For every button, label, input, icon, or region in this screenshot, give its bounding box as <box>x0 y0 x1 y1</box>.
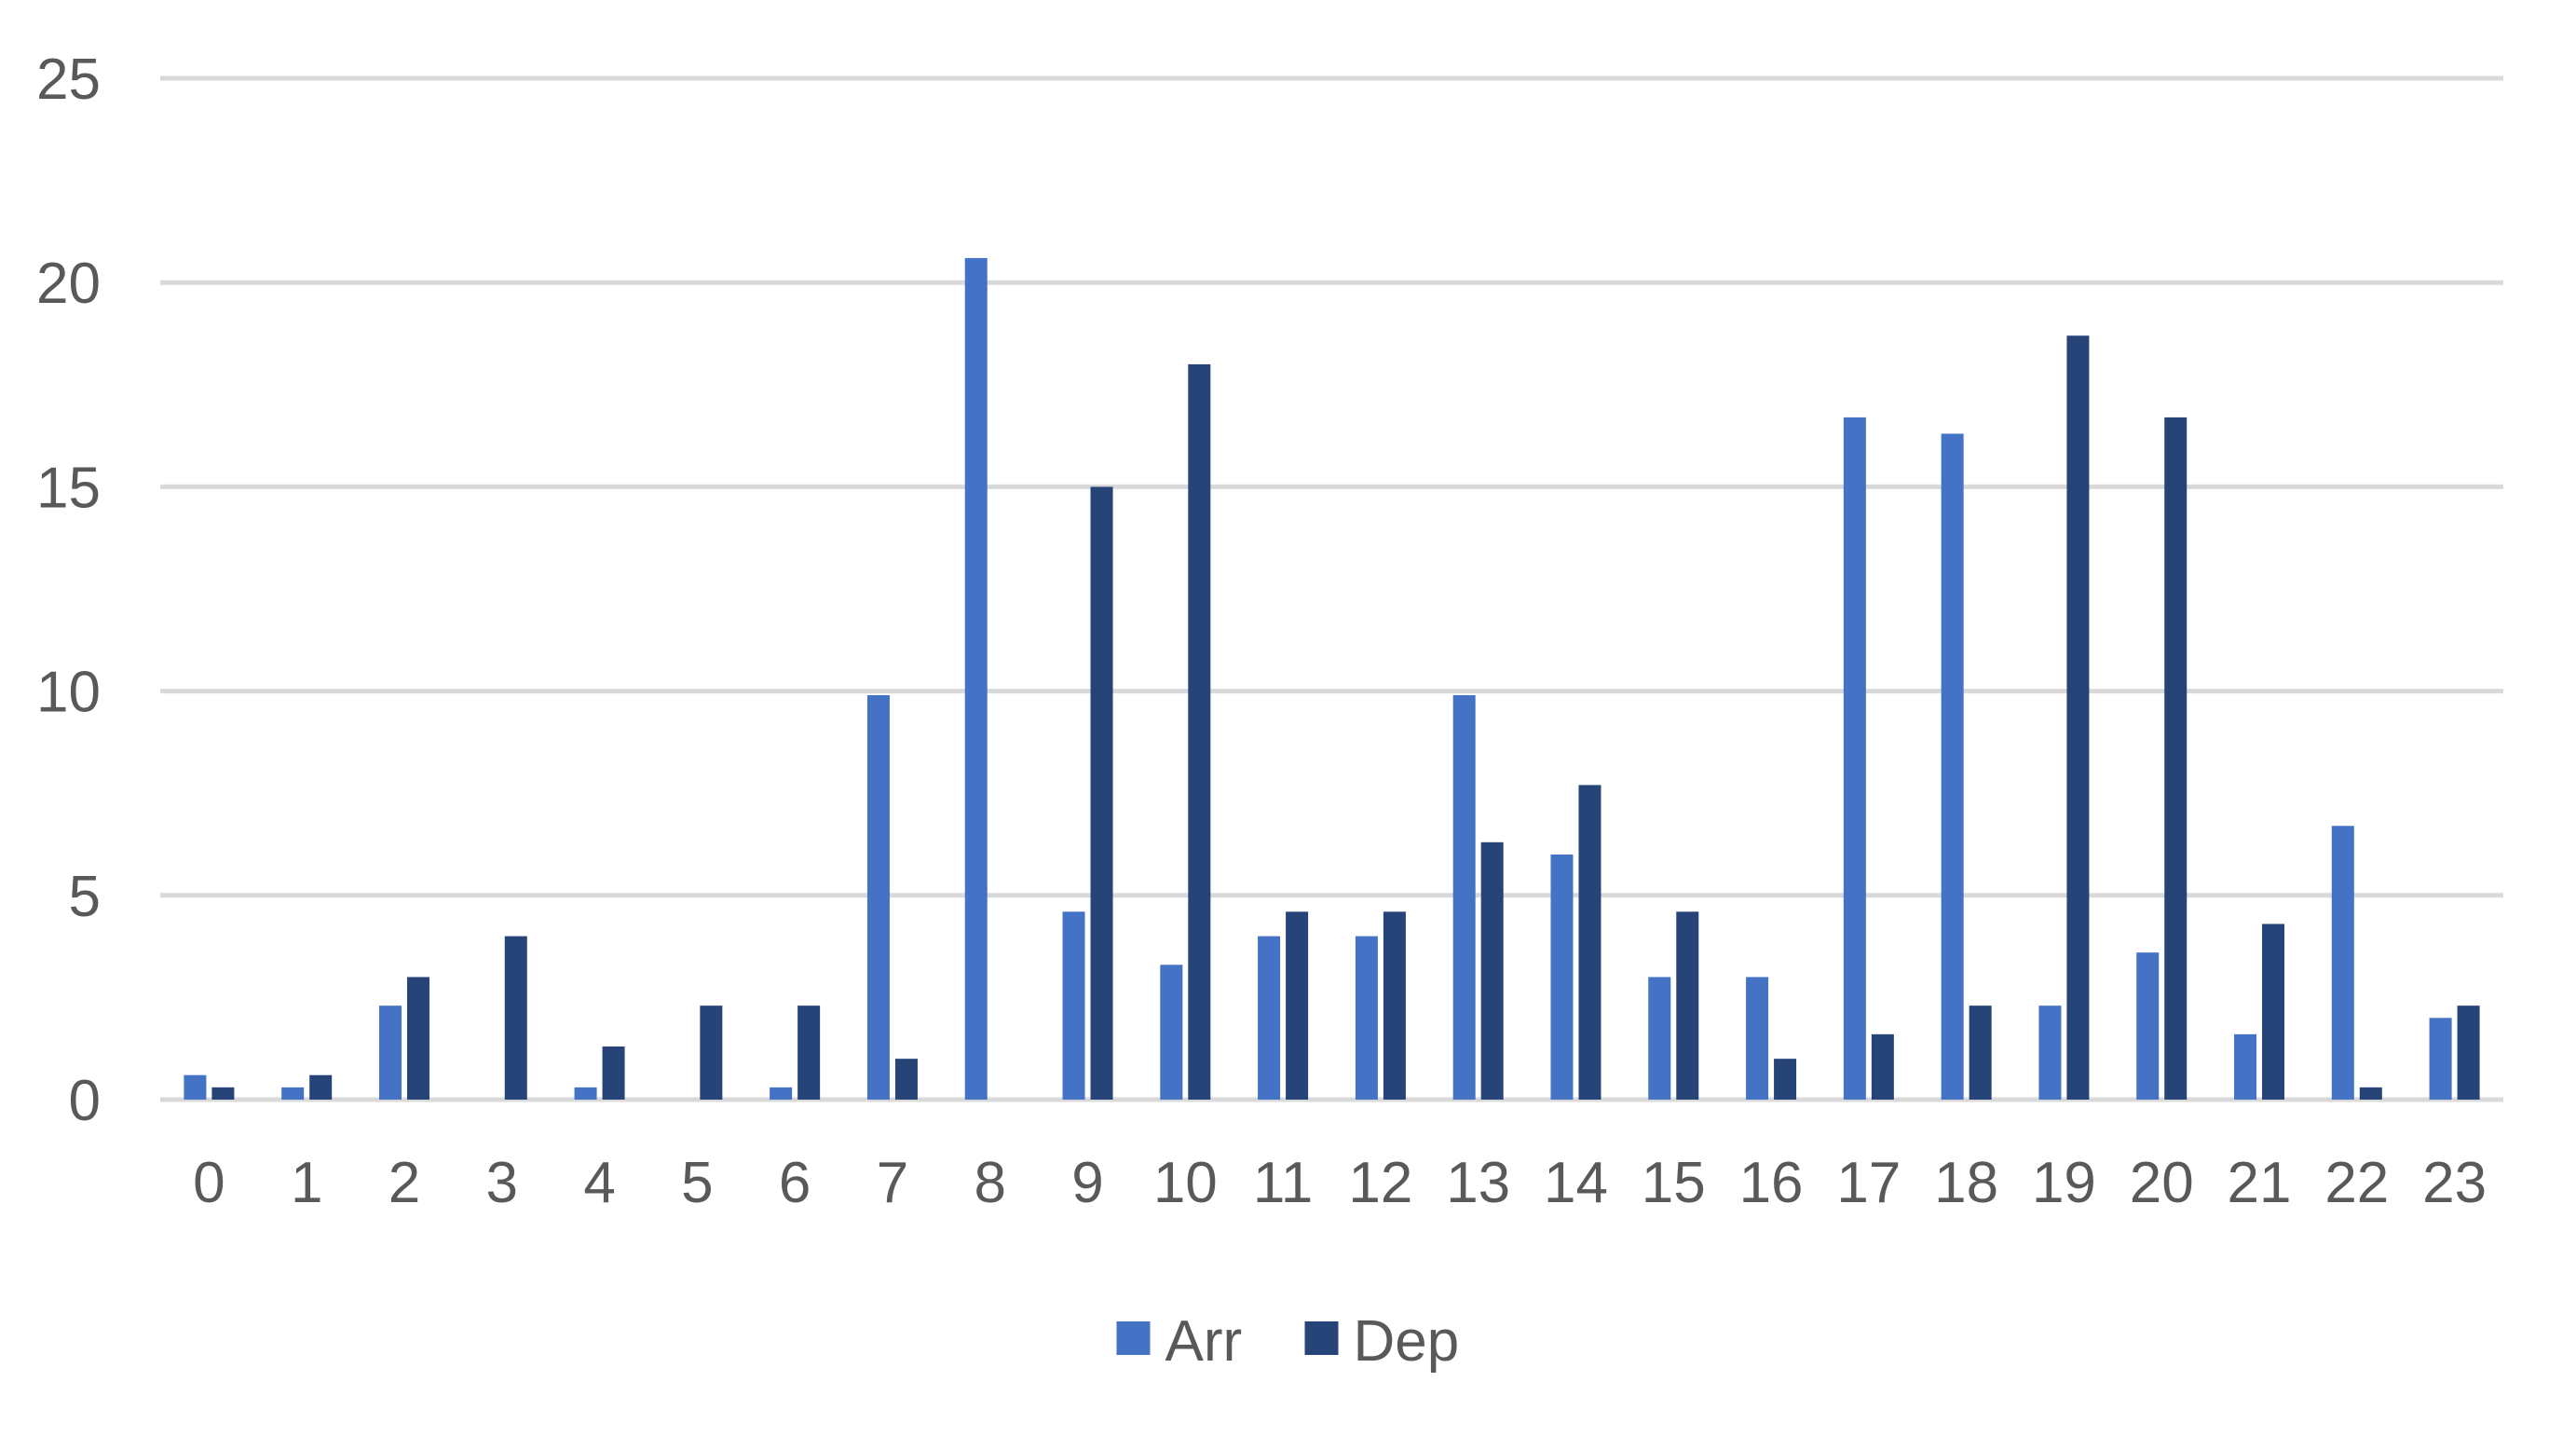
bar-dep-13 <box>1480 841 1504 1100</box>
bar-dep-10 <box>1188 363 1211 1100</box>
bar-arr-16 <box>1746 977 1769 1100</box>
bar-dep-18 <box>1969 1005 1992 1100</box>
y-tick-label: 15 <box>36 456 101 520</box>
bar-arr-12 <box>1355 936 1378 1100</box>
bar-dep-23 <box>2457 1005 2480 1100</box>
bar-dep-12 <box>1383 911 1406 1100</box>
y-tick-label: 10 <box>36 661 101 725</box>
bar-arr-20 <box>2136 952 2160 1100</box>
bar-arr-14 <box>1550 854 1574 1100</box>
bar-dep-7 <box>894 1059 918 1100</box>
x-tick-label: 3 <box>486 1151 518 1215</box>
bar-arr-18 <box>1941 433 1964 1101</box>
bar-arr-13 <box>1452 694 1476 1100</box>
x-tick-label: 0 <box>193 1151 225 1215</box>
x-tick-label: 14 <box>1544 1151 1608 1215</box>
x-tick-label: 1 <box>291 1151 322 1215</box>
bars <box>184 257 2480 1101</box>
bar-dep-5 <box>700 1005 723 1100</box>
legend-swatch-arr <box>1116 1321 1151 1355</box>
y-tick-label: 0 <box>69 1069 101 1133</box>
bar-arr-15 <box>1648 977 1671 1100</box>
bar-arr-19 <box>2038 1005 2062 1100</box>
x-tick-label: 19 <box>2032 1151 2096 1215</box>
legend-swatch-dep <box>1304 1321 1339 1355</box>
bar-dep-17 <box>1871 1033 1894 1100</box>
x-tick-label: 8 <box>974 1151 1005 1215</box>
x-tick-label: 17 <box>1836 1151 1901 1215</box>
bar-dep-0 <box>211 1087 235 1100</box>
bar-arr-21 <box>2234 1033 2257 1100</box>
legend-item-dep: Dep <box>1304 1309 1460 1374</box>
x-tick-label: 9 <box>1071 1151 1103 1215</box>
bar-arr-23 <box>2429 1018 2452 1100</box>
bar-dep-20 <box>2164 417 2188 1100</box>
x-tick-label: 7 <box>877 1151 908 1215</box>
x-tick-label: 10 <box>1153 1151 1218 1215</box>
legend-item-arr: Arr <box>1116 1309 1243 1374</box>
bar-arr-2 <box>378 1005 402 1100</box>
bar-dep-11 <box>1286 911 1309 1100</box>
bar-arr-6 <box>770 1087 793 1100</box>
bar-dep-6 <box>797 1005 821 1100</box>
y-tick-label: 25 <box>36 48 101 112</box>
x-axis-tick-labels: 0 1 2 3 4 5 6 7 8 9 10 11 12 13 14 15 16 17 18 19 20 21 22 23 <box>193 1151 2487 1215</box>
bar-dep-15 <box>1676 911 1699 1100</box>
x-tick-label: 16 <box>1739 1151 1804 1215</box>
x-tick-label: 20 <box>2130 1151 2194 1215</box>
bar-arr-10 <box>1160 964 1183 1100</box>
x-tick-label: 15 <box>1642 1151 1706 1215</box>
legend-label-dep: Dep <box>1354 1309 1460 1374</box>
x-tick-label: 13 <box>1446 1151 1510 1215</box>
x-tick-label: 21 <box>2228 1151 2292 1215</box>
bar-arr-7 <box>866 694 890 1100</box>
legend: Arr Dep <box>1116 1309 1460 1374</box>
x-tick-label: 5 <box>681 1151 713 1215</box>
bar-dep-1 <box>309 1074 333 1100</box>
x-tick-label: 18 <box>1934 1151 1998 1215</box>
bar-dep-16 <box>1774 1059 1797 1100</box>
bar-dep-4 <box>602 1046 625 1100</box>
bar-dep-21 <box>2262 923 2285 1100</box>
bar-dep-19 <box>2066 335 2090 1100</box>
legend-label-arr: Arr <box>1165 1309 1243 1374</box>
bar-dep-22 <box>2359 1087 2382 1100</box>
bar-arr-22 <box>2331 826 2354 1100</box>
gridlines <box>160 75 2503 1102</box>
bar-dep-3 <box>504 936 527 1100</box>
x-tick-label: 11 <box>1253 1151 1313 1215</box>
bar-arr-11 <box>1258 936 1281 1100</box>
y-tick-label: 20 <box>36 252 101 316</box>
bar-dep-2 <box>406 977 429 1100</box>
bar-arr-17 <box>1843 417 1866 1100</box>
bar-arr-9 <box>1062 911 1085 1100</box>
x-tick-label: 22 <box>2324 1151 2389 1215</box>
bar-arr-4 <box>574 1087 597 1100</box>
x-tick-label: 4 <box>583 1151 615 1215</box>
y-tick-label: 5 <box>69 865 101 929</box>
bar-arr-8 <box>964 257 988 1100</box>
bar-dep-9 <box>1090 486 1113 1100</box>
bar-arr-1 <box>281 1087 305 1100</box>
bar-arr-0 <box>184 1074 207 1100</box>
bar-dep-14 <box>1578 785 1601 1100</box>
x-tick-label: 12 <box>1348 1151 1412 1215</box>
x-tick-label: 6 <box>779 1151 811 1215</box>
y-axis-tick-labels: 0 5 10 15 20 25 <box>36 48 101 1133</box>
x-tick-label: 23 <box>2422 1151 2487 1215</box>
x-tick-label: 2 <box>388 1151 420 1215</box>
